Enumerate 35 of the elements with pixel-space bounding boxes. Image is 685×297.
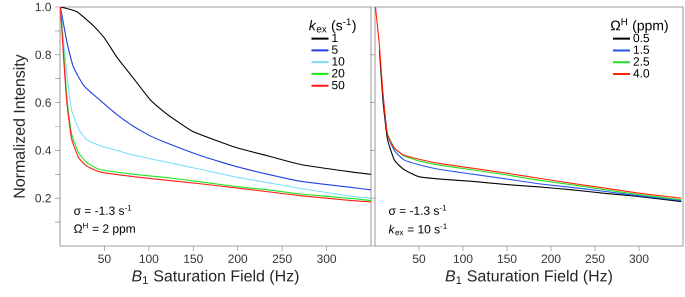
legend-label: 10 (332, 57, 344, 66)
x-tick-label: 50 (98, 254, 111, 263)
legend-label: 4.0 (633, 69, 650, 78)
legend-label: 50 (332, 80, 344, 90)
legend-title: Ω$^{H}$ (ppm) (610, 18, 668, 34)
annotation: σ = -1.3 s$^{-1}$ (389, 204, 446, 215)
x-tick-label: 100 (140, 254, 158, 263)
legend-label: 20 (332, 68, 344, 78)
y-tick-label: 0.2 (35, 194, 51, 202)
y-tick-label: 1.0 (36, 2, 52, 12)
x-axis-title: B$_{1}$ Saturation Field (Hz) (446, 270, 612, 285)
legend-label: 5 (332, 45, 338, 54)
y-tick-label: 0.8 (35, 50, 51, 60)
y-tick-label: 0.6 (35, 98, 51, 107)
x-tick-label: 250 (272, 254, 292, 263)
x-tick-label: 300 (629, 254, 649, 263)
legend-title: k$_{ex}$ (s$^{-1}$) (309, 18, 356, 34)
x-tick-label: 150 (184, 254, 203, 263)
x-tick-label: 150 (498, 254, 517, 263)
y-axis-title: Normalized Intensity (13, 54, 28, 198)
annotation: k$_{ex}$ = 10 s$^{-1}$ (388, 224, 447, 236)
y-tick-label: 0.4 (35, 146, 52, 155)
x-tick-label: 300 (317, 254, 336, 263)
annotation: σ = -1.3 s$^{-1}$ (74, 204, 132, 215)
legend-label: 1.5 (634, 46, 650, 54)
legend-label: 0.5 (633, 34, 650, 42)
x-tick-label: 200 (228, 254, 248, 263)
annotation: Ω$^{H}$ = 2 ppm (74, 222, 135, 236)
x-tick-label: 250 (586, 254, 605, 263)
x-tick-label: 100 (454, 254, 473, 263)
x-axis-title: B$_{1}$ Saturation Field (Hz) (132, 270, 298, 285)
x-tick-label: 50 (412, 254, 426, 263)
legend-label: 2.5 (634, 57, 650, 66)
x-tick-label: 200 (542, 254, 561, 263)
legend-label: 1 (332, 34, 338, 42)
